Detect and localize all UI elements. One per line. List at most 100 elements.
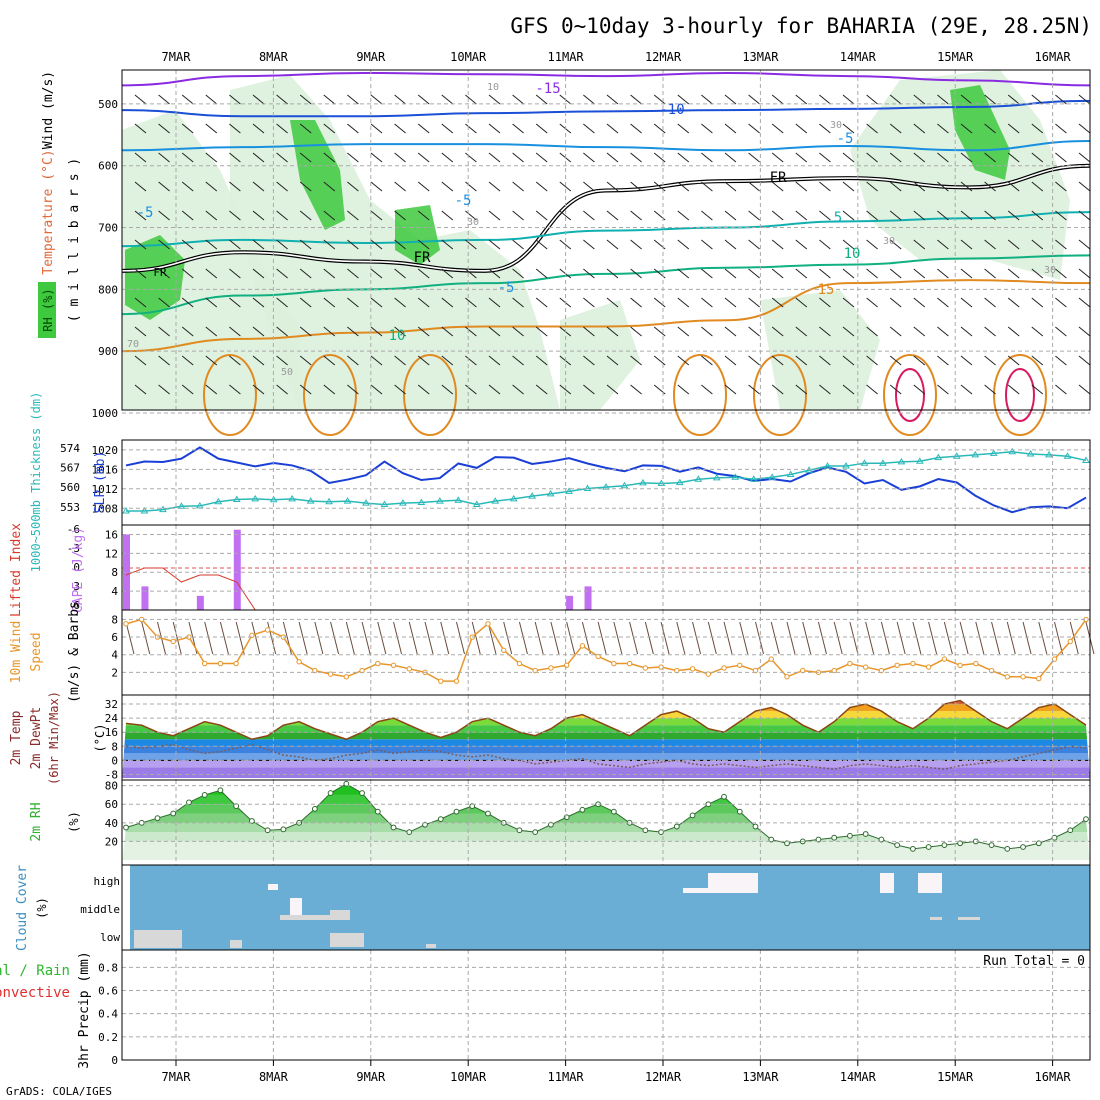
wind-barb (181, 94, 194, 105)
wind-barb (795, 210, 808, 221)
wind-barb (1078, 239, 1091, 250)
rh-point (280, 826, 287, 833)
wind-barb (559, 239, 572, 250)
rh-band (122, 841, 1090, 860)
rh-point (359, 790, 365, 796)
wind-barb (299, 384, 312, 395)
wind-barbs (134, 94, 1091, 395)
wind-barb (158, 297, 170, 308)
rh-point (343, 780, 350, 787)
wind-barb (347, 268, 359, 279)
wind-barb (394, 210, 406, 221)
wind-barb (276, 268, 288, 279)
wind-barb (653, 297, 666, 308)
warm-contour (403, 354, 457, 436)
wind-barb (323, 94, 336, 105)
rh-tick-label: 40 (105, 817, 118, 830)
thickness-tick-label: 574 (60, 442, 80, 455)
wind-barb (724, 94, 737, 105)
rh-point (532, 829, 539, 836)
wind-barb (276, 123, 288, 134)
cape-bar (584, 586, 592, 610)
wind-barb (229, 210, 241, 221)
wind-barb (299, 297, 312, 308)
cape-tick-label: 16 (105, 528, 118, 541)
thickness-line (126, 450, 1087, 512)
wind-speed-point (548, 665, 554, 671)
surface-barb (440, 621, 450, 655)
wind-barb (1031, 297, 1044, 308)
dewpt-label: 2m DewPt (29, 707, 44, 770)
wind-barb (347, 181, 359, 192)
thickness-point (1008, 447, 1017, 455)
wind-barb (323, 152, 336, 163)
wind-barb (913, 355, 926, 366)
wind-barb (819, 326, 831, 337)
wind-barb (889, 123, 902, 134)
surface-barb (959, 621, 969, 655)
wind10m-barbs-label: (m/s) & Barbs (67, 601, 82, 703)
rh-point (909, 845, 916, 852)
contour-label: FR (153, 266, 167, 279)
wind-barb (205, 152, 218, 163)
contour-label: -5 (837, 131, 854, 147)
surface-barb (896, 621, 906, 655)
wind-barb (630, 123, 642, 134)
wind-barb (842, 94, 855, 105)
wind-barb (323, 123, 336, 134)
wind-barb (819, 210, 831, 221)
wind-barb (488, 268, 501, 279)
wind-barb (583, 181, 595, 192)
wind-barb (276, 384, 288, 395)
wind-speed-point (453, 678, 460, 684)
wind-barb (276, 210, 288, 221)
wind-barb (465, 181, 477, 192)
cloud-cover-label: Cloud Cover (15, 865, 30, 951)
surface-wind-barbs (125, 621, 1095, 655)
rh-point (437, 816, 444, 823)
date-label-top: 10MAR (450, 50, 487, 64)
y-tick-label: 900 (98, 345, 118, 358)
cloud-block (958, 917, 980, 920)
wind-barb (583, 152, 595, 163)
rh-green-area (290, 120, 345, 230)
wind-barb (583, 384, 595, 395)
thickness-point (565, 487, 573, 494)
wind-barb (937, 268, 949, 279)
wind-barb (441, 355, 454, 366)
y-tick-label: 800 (98, 283, 118, 296)
wind-barb (984, 181, 996, 192)
cape-bar (196, 595, 204, 610)
cloud-level-label: low (100, 931, 120, 944)
wind-barb (229, 355, 241, 366)
wind-barb (1007, 326, 1020, 337)
wind-barb (889, 297, 902, 308)
wind-barb (252, 268, 265, 279)
wind-barb (323, 239, 336, 250)
wind-barb (1031, 268, 1044, 279)
wind-barb (1031, 123, 1044, 134)
wind-barb (181, 239, 194, 250)
wind-barb (370, 181, 383, 192)
surface-barb (298, 621, 308, 655)
surface-barb (802, 621, 812, 655)
wind-barb (960, 326, 973, 337)
thickness-point (842, 462, 850, 469)
wind-speed-point (296, 659, 302, 665)
wind-barb (630, 355, 642, 366)
temp-band (122, 739, 1090, 747)
cloud-block (268, 884, 278, 890)
wind-speed-point (910, 660, 916, 667)
thickness-point (528, 492, 537, 499)
wind-barb (488, 94, 501, 105)
wind-barb (937, 123, 949, 134)
wind-barb (347, 123, 359, 134)
wind-barb (1078, 94, 1091, 105)
lifted-tick-label: 3 (73, 580, 80, 593)
wind-barb (1078, 123, 1091, 134)
wind-barb (512, 297, 524, 308)
rh-area (850, 70, 1070, 280)
date-label-bottom: 8MAR (259, 1070, 289, 1084)
surface-barb (204, 621, 214, 655)
